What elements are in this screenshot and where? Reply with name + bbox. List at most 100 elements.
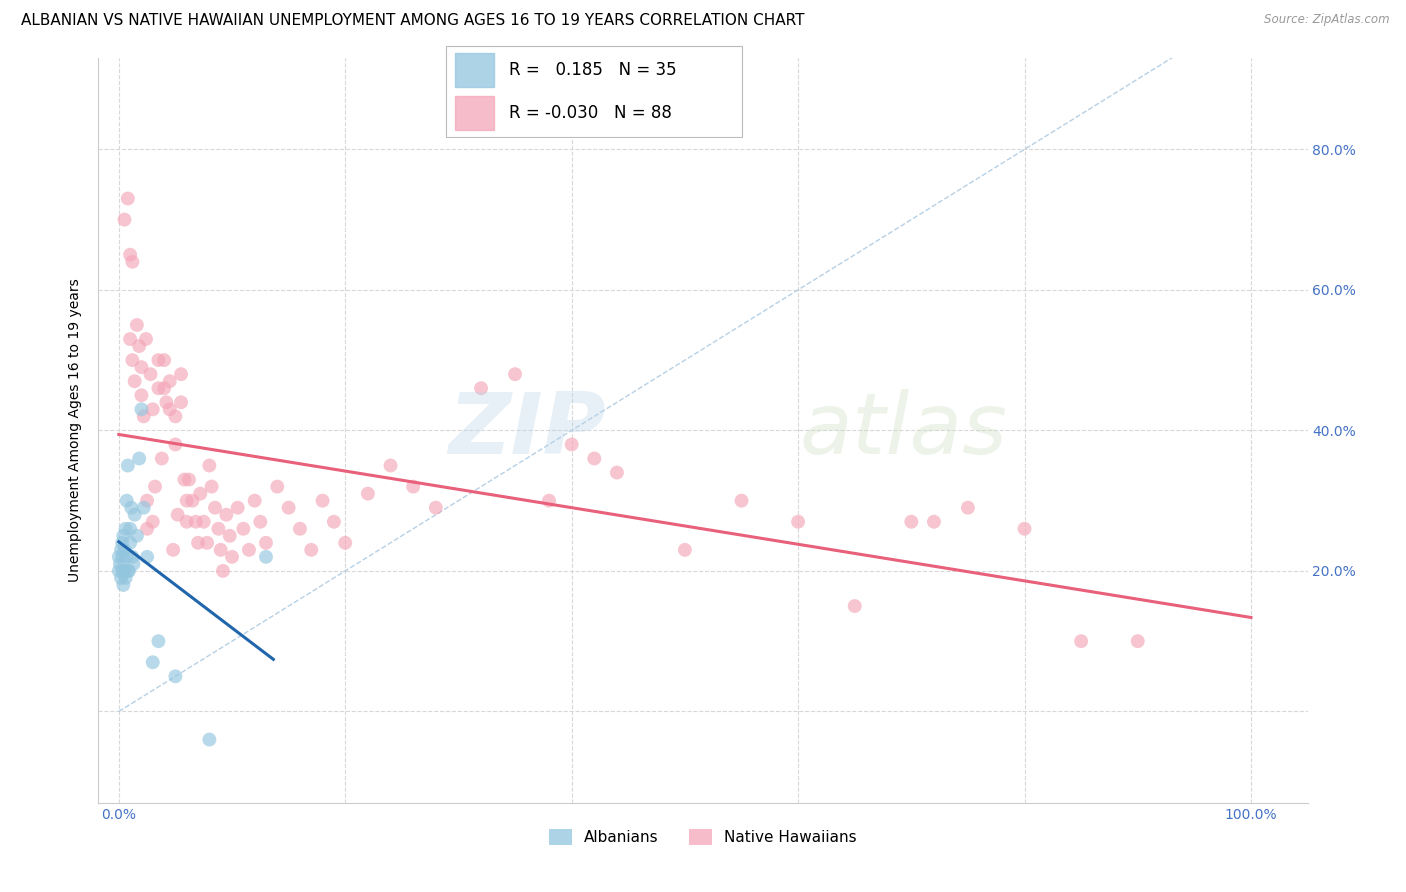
Point xyxy=(207,522,229,536)
Point xyxy=(730,493,752,508)
Point xyxy=(357,486,380,500)
Point xyxy=(195,536,218,550)
Point xyxy=(125,529,148,543)
Point xyxy=(232,522,254,536)
Point xyxy=(254,536,277,550)
Point xyxy=(135,332,157,346)
Point xyxy=(120,500,142,515)
Point xyxy=(176,515,198,529)
Point xyxy=(125,318,148,332)
Point xyxy=(165,437,187,451)
Point xyxy=(184,515,207,529)
Point xyxy=(335,536,357,550)
Point xyxy=(606,466,628,480)
Point xyxy=(121,549,143,564)
Point xyxy=(583,451,606,466)
Point xyxy=(110,571,132,585)
Bar xyxy=(456,96,495,130)
Point xyxy=(121,353,143,368)
Text: atlas: atlas xyxy=(800,389,1008,472)
Point xyxy=(112,578,135,592)
Point xyxy=(503,367,526,381)
Point xyxy=(128,339,150,353)
Point xyxy=(673,542,696,557)
Point xyxy=(155,395,177,409)
Point xyxy=(209,542,232,557)
Point xyxy=(243,493,266,508)
Point xyxy=(170,395,193,409)
Point xyxy=(128,451,150,466)
Text: ZIP: ZIP xyxy=(449,389,606,472)
Point xyxy=(201,480,224,494)
Point xyxy=(561,437,583,451)
Point xyxy=(188,486,211,500)
Point xyxy=(1070,634,1092,648)
Point xyxy=(132,409,155,424)
Point xyxy=(142,402,165,417)
FancyBboxPatch shape xyxy=(446,45,742,137)
Point xyxy=(107,549,129,564)
Point xyxy=(1126,634,1149,648)
Point xyxy=(108,557,131,571)
Point xyxy=(288,522,311,536)
Point xyxy=(114,212,136,227)
Legend: Albanians, Native Hawaiians: Albanians, Native Hawaiians xyxy=(543,822,863,851)
Point xyxy=(159,374,181,388)
Point xyxy=(150,451,173,466)
Point xyxy=(107,564,129,578)
Point xyxy=(176,493,198,508)
Point xyxy=(131,388,153,402)
Point xyxy=(115,549,138,564)
Point xyxy=(204,500,226,515)
Point xyxy=(266,480,288,494)
Y-axis label: Unemployment Among Ages 16 to 19 years: Unemployment Among Ages 16 to 19 years xyxy=(69,278,83,582)
Point xyxy=(131,402,153,417)
Point xyxy=(118,564,141,578)
Point xyxy=(111,536,134,550)
Point xyxy=(226,500,249,515)
Point xyxy=(148,381,170,395)
Point xyxy=(218,529,240,543)
Point xyxy=(110,542,132,557)
Point xyxy=(187,536,209,550)
Text: R =   0.185   N = 35: R = 0.185 N = 35 xyxy=(509,61,678,78)
Point xyxy=(112,529,135,543)
Point xyxy=(299,542,322,557)
Point xyxy=(165,669,187,683)
Point xyxy=(193,515,215,529)
Point xyxy=(114,522,136,536)
Point xyxy=(212,564,235,578)
Point xyxy=(111,564,134,578)
Point xyxy=(322,515,344,529)
Point xyxy=(114,542,136,557)
Text: R = -0.030   N = 88: R = -0.030 N = 88 xyxy=(509,104,672,122)
Point xyxy=(142,515,165,529)
Point xyxy=(173,473,195,487)
Point xyxy=(166,508,188,522)
Text: Source: ZipAtlas.com: Source: ZipAtlas.com xyxy=(1264,13,1389,27)
Point xyxy=(121,254,143,268)
Point xyxy=(922,515,945,529)
Point xyxy=(402,480,425,494)
Point xyxy=(380,458,402,473)
Point xyxy=(254,549,277,564)
Point xyxy=(165,409,187,424)
Point xyxy=(117,458,139,473)
Point xyxy=(277,500,299,515)
Point xyxy=(143,480,166,494)
Point xyxy=(177,473,200,487)
Point xyxy=(124,374,146,388)
Point xyxy=(198,732,221,747)
Point xyxy=(159,402,181,417)
Point xyxy=(148,353,170,368)
Point xyxy=(132,500,155,515)
Point xyxy=(142,655,165,669)
Point xyxy=(131,360,153,375)
Point xyxy=(311,493,333,508)
Point xyxy=(470,381,492,395)
Point xyxy=(215,508,238,522)
Point xyxy=(148,634,170,648)
Text: ALBANIAN VS NATIVE HAWAIIAN UNEMPLOYMENT AMONG AGES 16 TO 19 YEARS CORRELATION C: ALBANIAN VS NATIVE HAWAIIAN UNEMPLOYMENT… xyxy=(21,13,804,29)
Point xyxy=(117,192,139,206)
Point xyxy=(120,536,142,550)
